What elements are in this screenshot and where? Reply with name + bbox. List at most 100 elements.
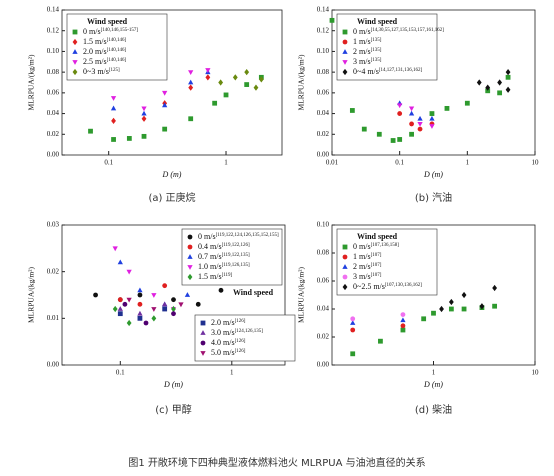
legend-title: Wind speed — [357, 232, 398, 241]
data-point — [126, 319, 132, 327]
data-point — [141, 133, 147, 139]
legend-ref: [140,146] — [107, 58, 127, 63]
legend-name: 2.5 m/s — [83, 57, 107, 66]
legend-name: 0 m/s — [353, 242, 371, 251]
legend-ref: [140,146,155-157] — [101, 28, 139, 33]
legend-label: 3.0 m/s[124,126,135] — [211, 328, 263, 337]
data-point — [497, 79, 503, 86]
data-point — [151, 293, 157, 298]
data-point — [378, 338, 383, 344]
data-point — [253, 84, 259, 91]
data-point — [400, 323, 406, 329]
data-point — [461, 291, 467, 299]
panel-caption: (b) 汽油 — [415, 191, 452, 204]
legend-box — [66, 13, 168, 81]
data-point — [223, 92, 229, 98]
x-axis-label: D (m) — [162, 170, 182, 179]
y-tick-label: 0.04 — [317, 109, 330, 117]
data-point — [417, 126, 423, 132]
data-point — [112, 246, 118, 252]
data-point — [397, 111, 403, 116]
legend-ref: [126] — [235, 339, 246, 344]
y-axis-label: MLRPUA/(kg/m²) — [27, 267, 36, 324]
data-point — [143, 320, 149, 326]
data-point — [151, 315, 157, 322]
legend-box — [181, 228, 283, 286]
legend-marker — [200, 340, 206, 346]
data-point — [184, 292, 191, 297]
y-tick-label: 0.06 — [47, 88, 60, 96]
legend-ref: [107,136,158] — [371, 243, 400, 248]
data-point — [162, 126, 168, 132]
legend-name: 0~2.5 m/s — [353, 282, 385, 291]
data-point — [88, 128, 93, 134]
y-tick-label: 0.08 — [47, 68, 60, 76]
data-point — [117, 259, 123, 265]
legend-name: 3.0 m/s — [211, 328, 235, 337]
data-point — [151, 307, 157, 312]
data-point — [112, 305, 118, 313]
legend-marker — [342, 60, 348, 65]
data-point — [505, 86, 511, 93]
legend-marker — [342, 68, 348, 76]
x-tick-label: 0.1 — [395, 159, 404, 167]
panel-caption: (c) 甲醇 — [155, 403, 191, 416]
legend-name: 1.5 m/s — [83, 37, 107, 46]
y-tick-label: 0.10 — [47, 47, 60, 55]
data-point — [244, 82, 250, 87]
data-point — [188, 84, 194, 91]
data-point — [137, 310, 143, 316]
legend-marker — [72, 49, 78, 54]
data-point — [93, 292, 98, 298]
legend-marker — [200, 351, 206, 356]
legend-label: 0.7 m/s[119,122,135] — [198, 252, 250, 261]
data-point — [162, 306, 168, 312]
y-tick-label: 0.00 — [317, 151, 330, 159]
y-tick-label: 0.08 — [317, 249, 330, 257]
data-point — [400, 317, 406, 323]
legend-name: 3 m/s — [353, 57, 371, 66]
legend-name: 2 m/s — [353, 262, 371, 271]
data-point — [162, 90, 168, 96]
legend-marker — [187, 265, 193, 270]
data-point — [232, 74, 238, 81]
legend-label: 0 m/s[107,136,158] — [353, 242, 399, 251]
data-point — [479, 303, 485, 310]
data-point — [397, 137, 403, 142]
x-axis-label: D (m) — [423, 380, 443, 389]
data-point — [408, 106, 415, 112]
data-point — [492, 284, 498, 292]
legend-name: 3 m/s — [353, 272, 371, 281]
data-point — [137, 315, 143, 321]
data-point — [505, 74, 511, 80]
data-point — [329, 17, 335, 23]
legend-ref: [140,146] — [107, 38, 127, 43]
data-point — [429, 115, 435, 121]
legend-ref: [107] — [371, 253, 382, 258]
data-point — [162, 102, 168, 108]
y-tick-label: 0.01 — [47, 314, 60, 322]
data-point — [178, 302, 184, 308]
data-point — [400, 327, 406, 333]
data-point — [141, 115, 147, 122]
data-point — [205, 68, 211, 73]
legend-label: 3 m/s[135] — [353, 57, 382, 66]
x-tick-label: 0.1 — [116, 369, 125, 377]
data-point — [497, 90, 503, 96]
data-point — [111, 117, 116, 124]
data-point — [350, 320, 356, 325]
y-tick-label: 0.08 — [317, 68, 330, 76]
legend-marker — [72, 68, 78, 76]
legend-label: 2.0 m/s[140,146] — [83, 47, 126, 56]
legend-name: 2 m/s — [353, 47, 371, 56]
legend-ref: [124,126,135] — [235, 329, 264, 334]
y-tick-label: 0.02 — [47, 130, 60, 138]
data-point — [376, 131, 382, 137]
data-point — [350, 316, 356, 322]
legend-ref: [119,122,126] — [222, 243, 250, 248]
legend-ref: [125] — [109, 68, 120, 73]
data-point — [448, 306, 454, 312]
y-tick-label: 0.02 — [317, 130, 330, 138]
y-tick-label: 0.12 — [317, 26, 330, 34]
x-tick-label: 1 — [230, 369, 234, 377]
